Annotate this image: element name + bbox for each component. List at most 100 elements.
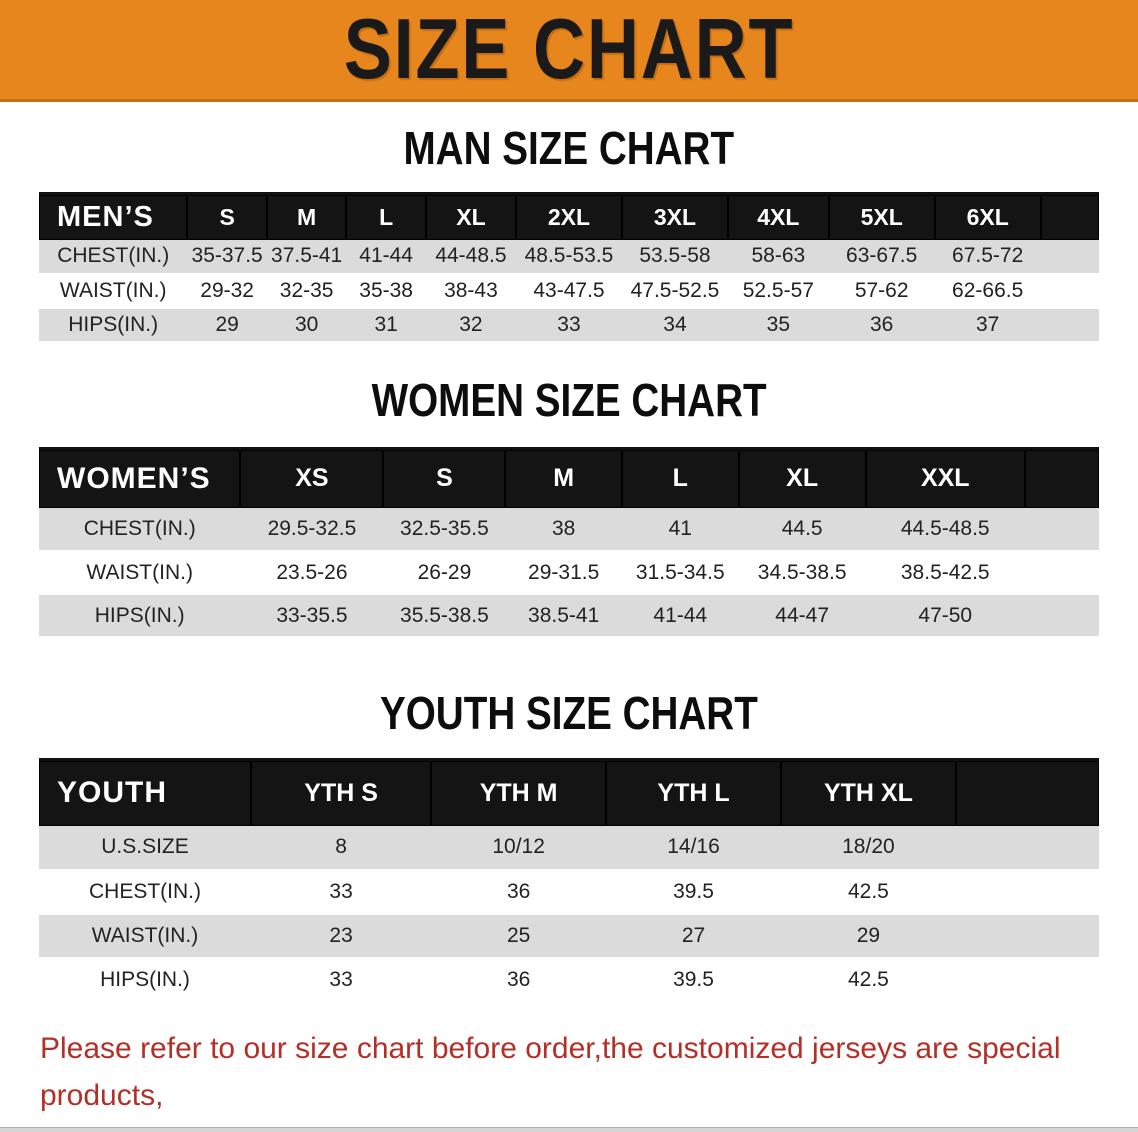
value-cell: 37 <box>934 307 1041 343</box>
value-cell: 42.5 <box>780 957 956 1003</box>
filler-cell <box>1024 508 1099 552</box>
size-col-header: 5XL <box>828 193 935 240</box>
filler-cell <box>1024 551 1099 595</box>
size-col-header: XL <box>738 447 866 508</box>
size-col-header: YTH S <box>251 759 432 826</box>
value-cell: 36 <box>431 869 607 915</box>
disclaimer-note: Please refer to our size chart before or… <box>40 1025 1138 1132</box>
size-col-header: M <box>505 447 622 508</box>
value-cell: 38-43 <box>425 273 516 309</box>
value-cell: 39.5 <box>606 957 781 1003</box>
value-cell: 35 <box>727 307 829 343</box>
table-row: WAIST(IN.) 29-32 32-35 35-38 38-43 43-47… <box>39 273 1099 309</box>
value-cell: 38.5-42.5 <box>865 551 1025 595</box>
size-col-header: L <box>621 447 739 508</box>
size-col-header: L <box>346 193 426 240</box>
size-col-header: 3XL <box>621 193 728 240</box>
value-cell: 39.5 <box>606 869 781 915</box>
value-cell: 34 <box>621 307 728 343</box>
value-cell: 35.5-38.5 <box>383 594 506 638</box>
value-cell: 35-38 <box>346 273 426 309</box>
youth-section-heading: YOUTH SIZE CHART <box>0 687 1138 739</box>
value-cell: 47.5-52.5 <box>621 273 728 309</box>
value-cell: 38 <box>505 508 622 552</box>
value-cell: 44.5-48.5 <box>865 508 1025 552</box>
filler-cell <box>955 957 1099 1003</box>
value-cell: 32 <box>425 307 516 343</box>
value-cell: 8 <box>251 825 432 871</box>
table-row: CHEST(IN.) 35-37.5 37.5-41 41-44 44-48.5… <box>39 239 1099 275</box>
value-cell: 62-66.5 <box>934 273 1041 309</box>
header-filler <box>1024 447 1099 508</box>
value-cell: 52.5-57 <box>727 273 829 309</box>
value-cell: 48.5-53.5 <box>515 239 622 275</box>
size-col-header: S <box>187 193 267 240</box>
value-cell: 33 <box>251 869 432 915</box>
value-cell: 29 <box>187 307 267 343</box>
value-cell: 43-47.5 <box>515 273 622 309</box>
value-cell: 29-31.5 <box>505 551 622 595</box>
table-row: WAIST(IN.) 23.5-26 26-29 29-31.5 31.5-34… <box>39 551 1099 595</box>
value-cell: 31 <box>346 307 426 343</box>
row-label: WAIST(IN.) <box>39 551 241 595</box>
size-col-header: YTH M <box>431 759 607 826</box>
filler-cell <box>1040 273 1099 309</box>
value-cell: 30 <box>266 307 347 343</box>
value-cell: 58-63 <box>727 239 829 275</box>
men-size-table: MEN’S S M L XL 2XL 3XL 4XL 5XL 6XL CHEST… <box>39 192 1099 343</box>
filler-cell <box>955 825 1099 871</box>
value-cell: 37.5-41 <box>266 239 347 275</box>
youth-heading-text: YOUTH SIZE CHART <box>380 687 758 739</box>
value-cell: 67.5-72 <box>934 239 1041 275</box>
filler-cell <box>1040 239 1099 275</box>
value-cell: 33 <box>251 957 432 1003</box>
value-cell: 35-37.5 <box>187 239 267 275</box>
value-cell: 41 <box>621 508 739 552</box>
value-cell: 31.5-34.5 <box>621 551 739 595</box>
value-cell: 57-62 <box>828 273 935 309</box>
disclaimer-line-1: Please refer to our size chart before or… <box>40 1031 1061 1112</box>
value-cell: 32.5-35.5 <box>383 508 506 552</box>
row-label: WAIST(IN.) <box>39 273 188 309</box>
value-cell: 44.5 <box>738 508 866 552</box>
value-cell: 27 <box>606 913 781 959</box>
men-header-row: MEN’S S M L XL 2XL 3XL 4XL 5XL 6XL <box>39 193 1099 240</box>
filler-cell <box>955 869 1099 915</box>
row-label: CHEST(IN.) <box>39 508 241 552</box>
value-cell: 26-29 <box>383 551 506 595</box>
row-label: CHEST(IN.) <box>39 239 188 275</box>
women-section-heading: WOMEN SIZE CHART <box>0 374 1138 426</box>
value-cell: 23 <box>251 913 432 959</box>
youth-header-row: YOUTH YTH S YTH M YTH L YTH XL <box>39 759 1099 826</box>
row-label: HIPS(IN.) <box>39 307 188 343</box>
size-col-header: M <box>266 193 347 240</box>
youth-size-table: YOUTH YTH S YTH M YTH L YTH XL U.S.SIZE … <box>39 758 1099 1003</box>
women-header-row: WOMEN’S XS S M L XL XXL <box>39 447 1099 508</box>
size-col-header: 2XL <box>515 193 622 240</box>
value-cell: 29 <box>780 913 956 959</box>
table-row: HIPS(IN.) 29 30 31 32 33 34 35 36 37 <box>39 307 1099 343</box>
filler-cell <box>1040 307 1099 343</box>
size-col-header: YTH L <box>606 759 781 826</box>
value-cell: 42.5 <box>780 869 956 915</box>
bottom-edge-strip <box>0 1127 1138 1132</box>
table-row: HIPS(IN.) 33-35.5 35.5-38.5 38.5-41 41-4… <box>39 594 1099 638</box>
value-cell: 63-67.5 <box>828 239 935 275</box>
value-cell: 44-47 <box>738 594 866 638</box>
filler-cell <box>1024 594 1099 638</box>
filler-cell <box>955 913 1099 959</box>
value-cell: 36 <box>828 307 935 343</box>
value-cell: 36 <box>431 957 607 1003</box>
men-heading-text: MAN SIZE CHART <box>403 122 735 174</box>
value-cell: 33-35.5 <box>240 594 384 638</box>
value-cell: 29.5-32.5 <box>240 508 384 552</box>
value-cell: 14/16 <box>606 825 781 871</box>
women-heading-text: WOMEN SIZE CHART <box>371 373 767 426</box>
value-cell: 23.5-26 <box>240 551 384 595</box>
value-cell: 18/20 <box>780 825 956 871</box>
row-label: HIPS(IN.) <box>39 957 251 1003</box>
value-cell: 41-44 <box>346 239 426 275</box>
size-col-header: S <box>383 447 506 508</box>
table-row: WAIST(IN.) 23 25 27 29 <box>39 913 1099 959</box>
value-cell: 38.5-41 <box>505 594 622 638</box>
